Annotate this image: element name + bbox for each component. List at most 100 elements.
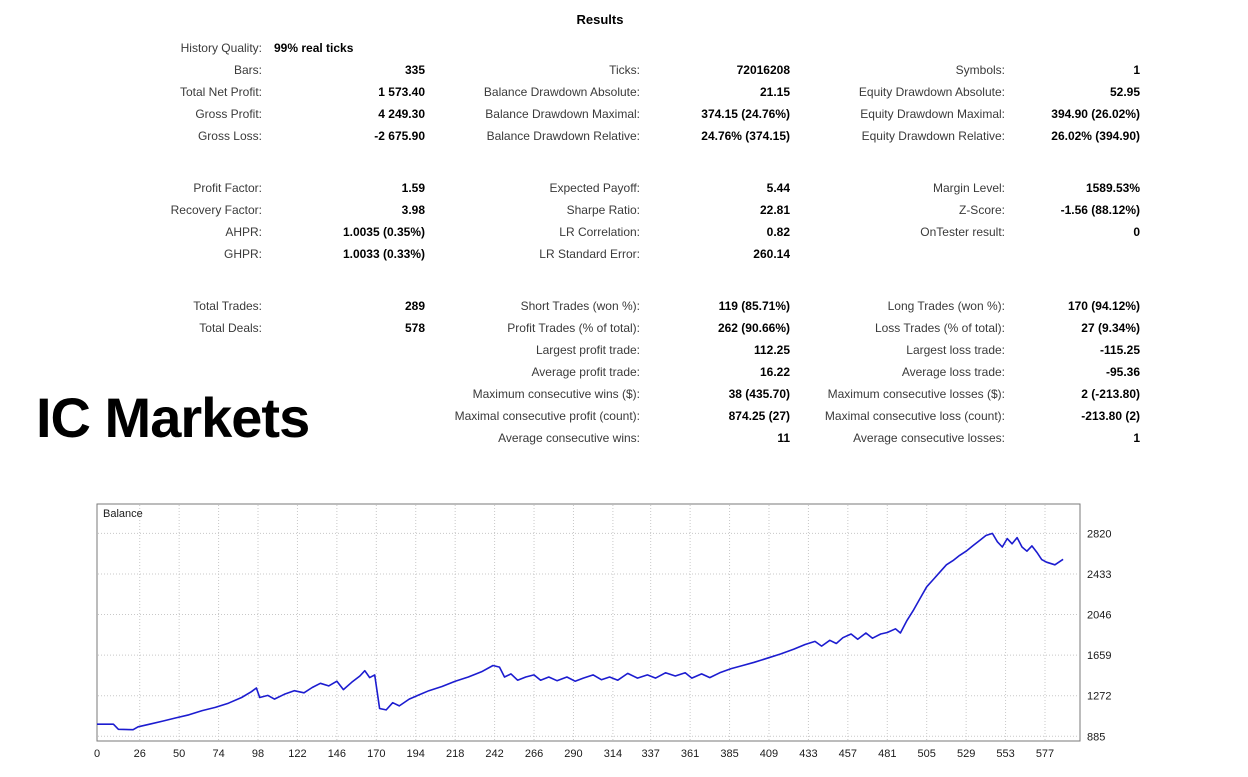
- x-axis-label: 457: [839, 748, 857, 760]
- stats-row: Average profit trade: 16.22 Average loss t…: [0, 361, 1140, 383]
- stat-label: OnTester result:: [920, 225, 1005, 239]
- stat-value: -213.80 (2): [1081, 409, 1140, 423]
- stat-label: [0, 339, 262, 361]
- stat-value: 11: [777, 431, 790, 445]
- stat-value: [262, 339, 425, 361]
- y-axis-label: 2433: [1087, 569, 1111, 581]
- stat-value: 260.14: [753, 247, 790, 261]
- chart-legend-balance: Balance: [103, 508, 143, 520]
- stat-label: Balance Drawdown Maximal:: [485, 107, 640, 121]
- stat-label: Bars:: [233, 63, 262, 77]
- x-axis-label: 433: [799, 748, 817, 760]
- stat-label: Largest profit trade:: [535, 343, 640, 357]
- results-title: Results: [576, 12, 624, 27]
- balance-chart[interactable]: 885 1272 1659 2046 2433 2820 0 26 50 74 98 122 146 17…: [90, 502, 1150, 775]
- stat-label: Symbols:: [955, 63, 1005, 77]
- stats-row: Maximum consecutive wins ($): 38 (435.70)…: [0, 383, 1140, 405]
- stat-value: [262, 147, 425, 177]
- stat-value: 335: [404, 63, 425, 77]
- stat-label: Expected Payoff:: [549, 181, 640, 195]
- y-axis-label: 2820: [1087, 528, 1111, 540]
- stat-label: Sharpe Ratio:: [566, 203, 640, 217]
- stat-label: Maximal consecutive loss (count):: [824, 409, 1005, 423]
- x-axis-label: 194: [407, 748, 425, 760]
- stat-label: Largest loss trade:: [906, 343, 1005, 357]
- stat-label: Equity Drawdown Relative:: [861, 129, 1005, 143]
- stat-label: Total Net Profit:: [179, 85, 262, 99]
- stat-label: Margin Level:: [932, 181, 1005, 195]
- broker-watermark: IC Markets: [36, 386, 310, 449]
- stats-row: Gross Loss: -2 675.90 Balance Drawdown Rel…: [0, 125, 1140, 147]
- stat-value: -2 675.90: [374, 129, 425, 143]
- stats-row: Total Trades: 289 Short Trades (won %): 119…: [0, 295, 1140, 317]
- stats-row: Total Deals: 578 Profit Trades (% of total…: [0, 317, 1140, 339]
- stat-label: History Quality:: [180, 41, 262, 55]
- stat-label: Ticks:: [609, 63, 640, 77]
- stat-label: Profit Trades (% of total):: [507, 321, 640, 335]
- stat-label: Maximum consecutive wins ($):: [472, 387, 640, 401]
- stats-row: Bars: 335 Ticks: 72016208 Symbols: 1: [0, 59, 1140, 81]
- stat-value: 119 (85.71%): [718, 299, 790, 313]
- stats-row: Gross Profit: 4 249.30 Balance Drawdown Ma…: [0, 103, 1140, 125]
- stat-label: [790, 37, 1005, 59]
- stat-value: 578: [404, 321, 425, 335]
- stat-value: 0: [1133, 225, 1140, 239]
- x-axis-label: 122: [288, 748, 306, 760]
- x-axis-label: 26: [134, 748, 146, 760]
- x-axis-label: 553: [996, 748, 1014, 760]
- stat-label: Equity Drawdown Absolute:: [858, 85, 1005, 99]
- stat-value: 5.44: [766, 181, 790, 195]
- x-axis-label: 529: [957, 748, 975, 760]
- stat-label: [790, 147, 1005, 177]
- stats-row: [0, 147, 1140, 177]
- stats-table: History Quality: 99% real ticks Bars: 335 Ti…: [0, 37, 1140, 449]
- stat-label: Long Trades (won %):: [887, 299, 1005, 313]
- stat-value: 21.15: [759, 85, 790, 99]
- stat-value: [1005, 37, 1140, 59]
- stat-value: [640, 265, 790, 295]
- stat-value: 22.81: [759, 203, 790, 217]
- stat-value: 27 (9.34%): [1081, 321, 1140, 335]
- stat-value: 394.90 (26.02%): [1051, 107, 1140, 121]
- stat-label: LR Standard Error:: [539, 247, 640, 261]
- x-axis-label: 242: [485, 748, 503, 760]
- stat-value: [1005, 243, 1140, 265]
- x-axis-label: 481: [878, 748, 896, 760]
- stat-label: Z-Score:: [958, 203, 1005, 217]
- stat-label: [0, 147, 262, 177]
- stat-label: Gross Loss:: [197, 129, 262, 143]
- y-axis-label: 885: [1087, 731, 1105, 743]
- stats-row: Maximal consecutive profit (count): 874.2…: [0, 405, 1140, 427]
- x-axis-label: 74: [212, 748, 224, 760]
- x-axis-label: 0: [94, 748, 100, 760]
- stat-label: [0, 361, 262, 383]
- stat-value: 16.22: [759, 365, 790, 379]
- stat-label: [790, 265, 1005, 295]
- x-axis-label: 218: [446, 748, 464, 760]
- x-axis-label: 577: [1036, 748, 1054, 760]
- stat-value: 26.02% (394.90): [1051, 129, 1140, 143]
- stat-value: [1005, 147, 1140, 177]
- stat-label: Recovery Factor:: [170, 203, 262, 217]
- x-axis-label: 266: [525, 748, 543, 760]
- stats-row: AHPR: 1.0035 (0.35%) LR Correlation: 0.82 On…: [0, 221, 1140, 243]
- stat-value: [1005, 265, 1140, 295]
- x-axis-label: 170: [367, 748, 385, 760]
- stat-label: GHPR:: [223, 247, 262, 261]
- stat-value: 24.76% (374.15): [701, 129, 790, 143]
- balance-series-line: [97, 532, 1064, 731]
- stat-label: [790, 243, 1005, 265]
- stat-label: [425, 265, 640, 295]
- stat-value: 99% real ticks: [274, 41, 354, 55]
- stat-value: -95.36: [1105, 365, 1140, 379]
- stats-row: Profit Factor: 1.59 Expected Payoff: 5.44 Ma…: [0, 177, 1140, 199]
- x-axis-label: 337: [642, 748, 660, 760]
- stat-value: -115.25: [1099, 343, 1140, 357]
- balance-chart-svg[interactable]: 885 1272 1659 2046 2433 2820 0 26 50 74 98 122 146 17…: [90, 502, 1150, 770]
- stat-label: AHPR:: [225, 225, 262, 239]
- stat-label: [0, 265, 262, 295]
- stat-value: 52.95: [1109, 85, 1140, 99]
- stat-label: Gross Profit:: [195, 107, 262, 121]
- stat-value: [262, 265, 425, 295]
